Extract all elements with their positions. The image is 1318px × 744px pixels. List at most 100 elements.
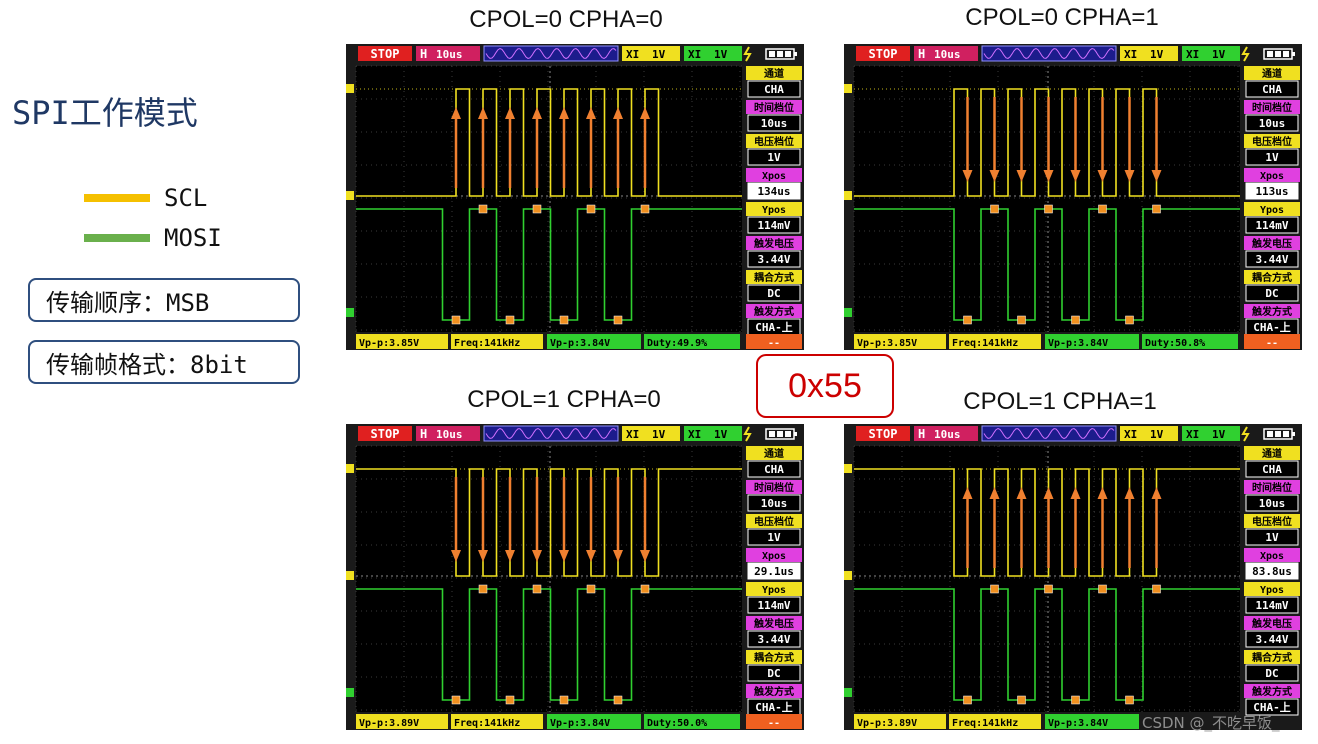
plot-area — [854, 446, 1240, 712]
side-value-bg — [1245, 664, 1299, 682]
scope-title-3: CPOL=1 CPHA=1 — [963, 388, 1157, 415]
side-value-4: 114mV — [757, 219, 790, 232]
side-value-bg — [747, 528, 801, 546]
side-label-1: 时间档位 — [1252, 481, 1292, 494]
sample-point — [1071, 695, 1080, 705]
side-label-7: 触发方式 — [753, 685, 794, 698]
mosi-trace — [356, 208, 742, 321]
sample-point — [478, 584, 488, 594]
info-bit-order: 传输顺序：MSB — [28, 278, 300, 322]
side-value-bg — [747, 284, 801, 302]
trigger-marker — [844, 464, 852, 473]
side-value-7: CHA-上 — [1253, 320, 1291, 334]
sample-point — [990, 204, 999, 214]
scope-2: STOP H 10us XI 1V XI 1V 通道 CHA 时间档位 10us 电压档位 1V Xpos… — [346, 424, 804, 730]
stop-badge — [358, 426, 412, 441]
side-value-bg — [1245, 216, 1299, 234]
timebase-value: 10us — [934, 428, 961, 441]
side-label-bg — [1244, 202, 1300, 216]
side-label-3: Xpos — [1260, 171, 1284, 182]
info-frame-format: 传输帧格式：8bit — [28, 340, 300, 384]
trigger-marker — [346, 464, 354, 473]
side-label-6: 耦合方式 — [1252, 271, 1292, 284]
sample-point — [532, 584, 542, 594]
side-value-bg — [1245, 630, 1299, 648]
side-value-2: 1V — [1265, 531, 1279, 544]
timebase-h: H — [918, 427, 925, 441]
extra-badge — [746, 714, 802, 729]
side-value-bg — [1245, 460, 1299, 478]
waveform-overview — [981, 45, 1117, 62]
side-label-bg — [746, 548, 802, 562]
side-value-3: 113us — [1255, 185, 1288, 198]
sample-point — [1125, 315, 1134, 325]
scl-trace — [854, 88, 1240, 197]
sample-point — [1098, 204, 1107, 214]
sample-point — [505, 695, 515, 705]
sample-point — [532, 204, 542, 214]
sample-point — [559, 695, 569, 705]
sample-point — [586, 584, 596, 594]
ch2-label: XI — [688, 48, 701, 61]
ch2-label: XI — [1186, 428, 1199, 441]
side-label-7: 触发方式 — [1251, 685, 1292, 698]
sample-point — [559, 315, 569, 325]
scope-3: STOP H 10us XI 1V XI 1V 通道 CHA 时间档位 10us 电压档位 1V Xpos… — [844, 424, 1302, 730]
ch2-volt: 1V — [714, 428, 728, 441]
extra-value: -- — [768, 338, 780, 349]
side-label-bg — [1244, 304, 1300, 318]
vpp1-badge — [356, 334, 448, 349]
side-label-bg — [1244, 236, 1300, 250]
side-label-3: Xpos — [762, 551, 786, 562]
trigger-marker — [844, 84, 852, 93]
scope-0: STOP H 10us XI 1V XI 1V 通道 CHA 时间档位 10us 电压档位 1V Xpos… — [346, 44, 804, 350]
side-label-bg — [1244, 168, 1300, 182]
sample-point — [478, 204, 488, 214]
ch1-badge — [1120, 46, 1178, 61]
side-value-3: 83.8us — [1252, 565, 1292, 578]
duty-badge — [644, 714, 740, 729]
sample-point — [1017, 315, 1026, 325]
sample-point — [990, 584, 999, 594]
scope-screen: STOP H 10us XI 1V XI 1V 通道 CHA 时间档位 10us 电压档位 1V Xpos… — [346, 44, 804, 349]
side-value-1: 10us — [1259, 117, 1286, 130]
trigger-icon — [743, 46, 752, 62]
vpp2-badge — [547, 334, 641, 349]
side-value-1: 10us — [761, 117, 788, 130]
vpp1-badge — [854, 334, 946, 349]
ch1-label: XI — [626, 428, 639, 441]
ch2-label: XI — [1186, 48, 1199, 61]
sample-point — [505, 315, 515, 325]
side-value-2: 1V — [767, 531, 781, 544]
sample-point — [1044, 584, 1053, 594]
sample-point — [451, 315, 461, 325]
side-label-bg — [1244, 270, 1300, 284]
hex-value-box: 0x55 — [756, 354, 894, 418]
vpp2-value: Vp-p:3.84V — [1048, 338, 1108, 349]
side-label-bg — [746, 480, 802, 494]
overview-wave — [983, 47, 1115, 60]
ch1-volt: 1V — [652, 428, 666, 441]
side-value-bg — [747, 596, 801, 614]
ch1-label: XI — [626, 48, 639, 61]
timebase-badge — [914, 46, 978, 61]
side-value-4: 114mV — [757, 599, 790, 612]
vpp2-value: Vp-p:3.84V — [550, 718, 610, 729]
side-value-6: DC — [1265, 287, 1278, 300]
side-value-4: 114mV — [1255, 599, 1288, 612]
freq-badge — [949, 334, 1041, 349]
side-label-bg — [746, 168, 802, 182]
ch2-volt: 1V — [1212, 428, 1226, 441]
duty-badge — [1142, 334, 1238, 349]
side-value-3: 134us — [757, 185, 790, 198]
stop-badge — [856, 426, 910, 441]
ch2-marker — [844, 308, 852, 317]
side-value-bg — [1245, 148, 1299, 166]
side-label-6: 耦合方式 — [754, 271, 794, 284]
ch1-volt: 1V — [652, 48, 666, 61]
side-label-bg — [746, 304, 802, 318]
ch1-label: XI — [1124, 48, 1137, 61]
side-label-bg — [1244, 684, 1300, 698]
plot-area — [356, 446, 742, 712]
sample-point — [1152, 204, 1161, 214]
